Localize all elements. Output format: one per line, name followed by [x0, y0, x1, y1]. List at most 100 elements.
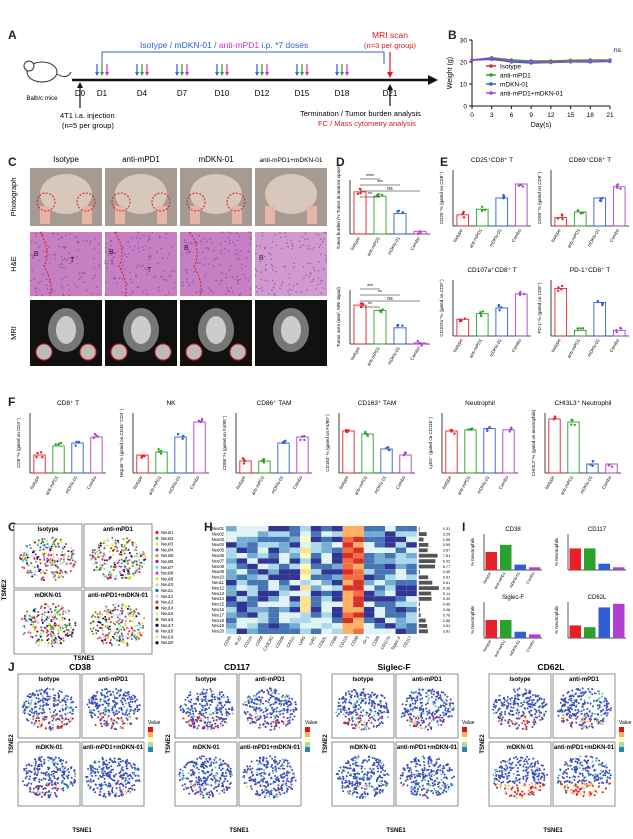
tsne-point: [108, 711, 111, 714]
data-point: [608, 463, 611, 466]
tsne-point: [187, 720, 190, 723]
tsne-point: [68, 558, 71, 561]
tsne-point: [116, 716, 119, 719]
y-label: CD107a⁺% (gated on CD8⁺): [439, 279, 444, 337]
tsne-point: [191, 769, 194, 772]
tsne-point: [367, 693, 370, 696]
tsne-point: [36, 771, 39, 774]
tsne-point: [123, 552, 126, 555]
tsne-point: [344, 692, 347, 695]
tsne-point: [66, 705, 69, 708]
tsne-point: [257, 718, 260, 721]
tsne-point: [93, 712, 96, 715]
tsne-point: [402, 783, 405, 786]
y-label: % Neutrophils: [554, 537, 559, 566]
tsne-point: [46, 693, 49, 696]
tsne-point: [292, 771, 295, 774]
tsne-point: [91, 549, 94, 552]
tsne-point: [203, 776, 206, 779]
tsne-point: [208, 774, 211, 777]
bar: [529, 567, 541, 570]
heatmap-cell: [395, 585, 407, 591]
tsne-point: [191, 761, 194, 764]
data-point: [39, 451, 43, 454]
heatmap-cell: [279, 558, 290, 564]
tsne-point: [96, 702, 99, 705]
tsne-point: [91, 551, 94, 554]
heatmap-cell: [310, 558, 322, 564]
pct-label: 0.45: [443, 603, 450, 607]
tsne-point: [365, 714, 368, 717]
tsne-point: [368, 785, 371, 788]
tsne-point: [344, 785, 347, 788]
heatmap-cell: [300, 580, 311, 586]
tsne-point: [110, 644, 113, 647]
tsne-point: [345, 709, 348, 712]
tsne-point: [51, 557, 54, 560]
tsne-point: [342, 769, 345, 772]
tsne-point: [373, 693, 376, 696]
tsne-point: [370, 704, 373, 707]
group-label: Isotype: [338, 475, 350, 490]
tsne-point: [47, 783, 50, 786]
tsne-point: [353, 706, 356, 709]
tsne-point: [55, 771, 58, 774]
heatmap-cell: [363, 574, 375, 580]
tsne-point: [434, 762, 437, 765]
group-label: anti-mPD1: [566, 228, 581, 249]
tsne-point: [114, 761, 117, 764]
tsne-point: [355, 693, 358, 696]
tsne-point: [258, 703, 261, 706]
data-point: [388, 448, 391, 452]
tsne-point: [118, 707, 121, 710]
ns-label: ns: [614, 47, 622, 54]
panel-f-letter: F: [8, 395, 16, 409]
heatmap-col-label: CD11b: [243, 634, 254, 648]
tsne-point: [277, 698, 280, 701]
tsne-point: [131, 766, 134, 769]
tsne-point: [131, 784, 134, 787]
tsne-point: [272, 690, 275, 693]
tsne-point: [400, 715, 403, 718]
termination-text: Termination / Tumor burden analysis: [300, 109, 421, 118]
tsne-point: [436, 695, 439, 698]
tsne-point: [135, 552, 138, 555]
pct-label: 6.77: [443, 565, 450, 569]
tsne-point: [187, 714, 190, 717]
tsne-point: [231, 773, 234, 776]
tsne-point: [24, 552, 27, 555]
tsne-point: [71, 712, 74, 715]
group-label: Combo: [525, 570, 536, 584]
tsne-point: [132, 629, 135, 632]
group-label: anti-mPD1: [468, 338, 483, 359]
tsne-point: [23, 704, 26, 707]
tsne-point: [281, 762, 284, 765]
heatmap-cell: [321, 607, 332, 613]
tsne-point: [351, 780, 354, 783]
bar: [514, 631, 526, 638]
tsne-point: [269, 712, 272, 715]
tsne-point: [201, 783, 204, 786]
tsne-point: [45, 569, 48, 572]
tsne-point: [263, 777, 266, 780]
bar: [569, 548, 581, 570]
tsne-point: [365, 725, 368, 728]
tsne-point: [213, 758, 216, 761]
tsne-point: [116, 631, 119, 634]
heatmap-cell: [321, 585, 332, 591]
tsne-point: [432, 702, 435, 705]
tsne-point: [214, 786, 217, 789]
tsne-point: [95, 620, 98, 623]
tsne-point: [244, 770, 247, 773]
tsne-point: [40, 542, 43, 545]
tsne-point: [125, 568, 128, 571]
pct-bar: [418, 613, 421, 617]
tsne-point: [107, 699, 110, 702]
tsne-point: [353, 695, 356, 698]
tsne-point: [49, 695, 52, 698]
marker-title: Siglec-F: [377, 662, 410, 672]
tsne-point: [435, 791, 438, 794]
heatmap-cell: [247, 547, 258, 553]
tsne-point: [352, 767, 355, 770]
tsne-point: [351, 720, 354, 723]
